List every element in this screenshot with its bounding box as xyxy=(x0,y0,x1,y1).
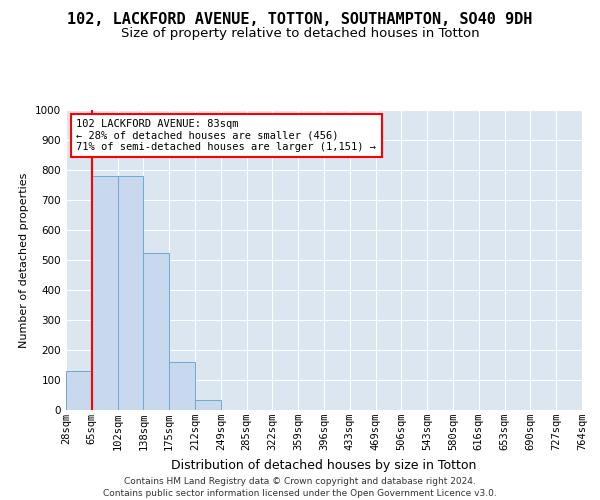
Text: Contains HM Land Registry data © Crown copyright and database right 2024.
Contai: Contains HM Land Registry data © Crown c… xyxy=(103,476,497,498)
Text: 102 LACKFORD AVENUE: 83sqm
← 28% of detached houses are smaller (456)
71% of sem: 102 LACKFORD AVENUE: 83sqm ← 28% of deta… xyxy=(76,119,376,152)
Bar xyxy=(118,176,143,410)
Bar xyxy=(169,362,195,410)
Y-axis label: Number of detached properties: Number of detached properties xyxy=(19,172,29,348)
Bar xyxy=(195,400,221,410)
Text: Size of property relative to detached houses in Totton: Size of property relative to detached ho… xyxy=(121,28,479,40)
Bar xyxy=(92,176,118,410)
X-axis label: Distribution of detached houses by size in Totton: Distribution of detached houses by size … xyxy=(172,458,476,471)
Bar xyxy=(66,371,92,410)
Bar xyxy=(143,252,169,410)
Text: 102, LACKFORD AVENUE, TOTTON, SOUTHAMPTON, SO40 9DH: 102, LACKFORD AVENUE, TOTTON, SOUTHAMPTO… xyxy=(67,12,533,28)
